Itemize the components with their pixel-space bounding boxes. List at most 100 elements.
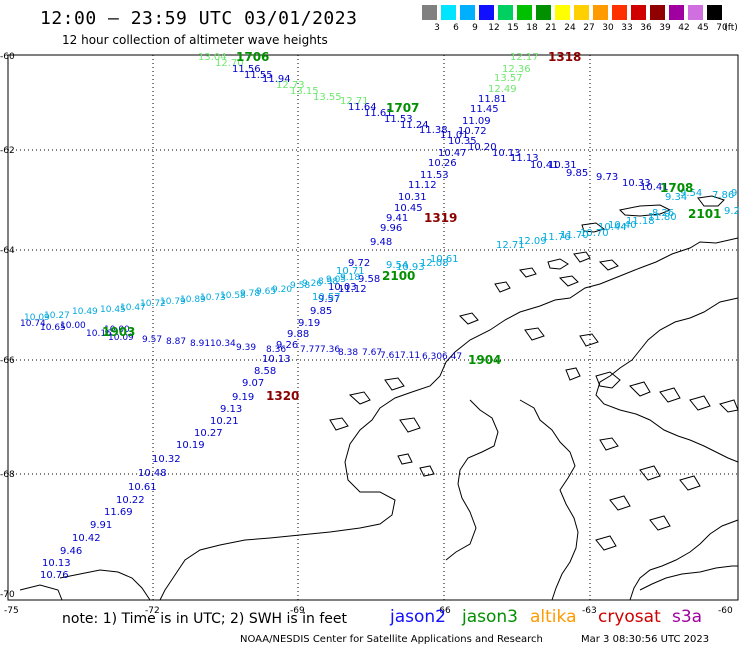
pass-time-label: 1319 [424,211,457,225]
pass-time-label: 1708 [660,181,693,195]
legend-swatch [612,5,627,20]
wave-height-label: 11.64 [348,102,377,113]
legend-swatch [517,5,532,20]
wave-height-label: 9.91 [90,520,112,531]
lat-label: -66 [0,356,15,366]
wave-height-label: 12.71 [340,96,369,107]
legend-label: 3 [434,23,440,33]
wave-height-label: 10.45 [394,203,423,214]
wave-height-label: 10.41 [640,182,669,193]
wave-height-label: 9.05 [326,275,346,285]
legend-swatch [460,5,475,20]
legend-swatch [574,5,589,20]
wave-height-label: 10.20 [468,142,497,153]
legend-swatch [498,5,513,20]
wave-height-label: 9.58 [358,274,380,285]
lat-label: -64 [0,246,15,256]
wave-height-label: 9.65 [256,287,276,297]
legend-swatch [631,5,646,20]
legend-swatch [650,5,665,20]
legend-swatch [422,5,437,20]
wave-height-label: 10.44 [598,222,627,233]
wave-height-label: 7.11 [400,351,420,361]
wave-height-label: 10.49 [72,307,98,317]
wave-height-label: 7.36 [320,345,340,355]
wave-height-label: 10.57 [312,292,341,303]
lon-label: -60 [718,606,733,616]
credit-line: NOAA/NESDIS Center for Satellite Applica… [240,634,543,645]
altimeter-tracks: 13.0412.7012.7313.1513.5512.7111.5611.55… [20,52,740,581]
legend-label: 42 [678,23,690,33]
pass-time-label: 1903 [102,325,135,339]
wave-height-label: 9.88 [287,329,309,340]
wave-height-label: 9.85 [566,168,588,179]
latitude-labels: -60 -62 -64 -66 -68 -70 [0,52,15,600]
wave-height-label: 9.18 [340,273,360,283]
wave-height-label: 11.81 [478,94,507,105]
wave-height-label: 12.73 [276,80,305,91]
legend-swatch [555,5,570,20]
wave-height-label: 10.27 [44,311,70,321]
wave-height-label: 9.57 [318,294,340,305]
pass-time-label: 1318 [548,50,581,64]
wave-height-label: 9.54 [386,260,408,271]
legend-label: 30 [602,23,614,33]
wave-height-label: 12.70 [215,58,244,69]
wave-height-label: 7.67 [362,348,382,358]
wave-height-label: 8.58 [254,366,276,377]
wave-height-label: 8.98 [318,277,338,287]
wave-height-label: 10.61 [430,254,459,265]
wave-height-label: 10.00 [60,321,86,331]
legend-label: 15 [507,23,519,33]
pass-time-label: 1707 [386,101,419,115]
wave-height-label: 10.09 [108,333,134,343]
generation-timestamp: Mar 3 08:30:56 UTC 2023 [581,634,710,645]
wave-height-label: 9.48 [370,237,392,248]
wave-height-label: 13.04 [198,52,227,63]
wave-height-label: 11.76 [542,232,571,243]
wave-height-label: 9.19 [298,318,320,329]
legend-label: 6 [453,23,459,33]
wave-height-label: 9.34 [665,192,687,203]
wave-height-label: 10.76 [40,570,69,581]
wave-height-label: 11.80 [648,212,677,223]
wave-height-label: 11.53 [384,114,413,125]
wave-height-label: 11.45 [470,104,499,115]
wave-height-label: 10.13 [262,354,291,365]
lat-label: -68 [0,470,15,480]
wave-height-label: 9.20 [272,285,292,295]
wave-height-label: 10.32 [152,454,181,465]
wave-height-label: 10.79 [160,297,186,307]
wave-height-label: 10.21 [210,416,239,427]
wave-height-label: 10.73 [200,293,226,303]
legend-swatch [479,5,494,20]
legend-swatch [536,5,551,20]
wave-height-label: 10.89 [180,295,206,305]
wave-height-label: 11.70 [560,230,589,241]
legend-swatch [441,5,456,20]
pass-time-label: 1904 [468,353,501,367]
wave-height-label: 10.74 [20,319,46,329]
lat-label: -70 [0,590,15,600]
lat-label: -60 [0,52,15,62]
wave-height-label: 9.2 [724,206,740,217]
graticule [8,55,738,600]
wave-height-label: 9.19 [232,392,254,403]
wave-height-label: 10.34 [210,339,236,349]
wave-height-label: 9.26 [276,340,298,351]
lon-label: -72 [145,606,160,616]
wave-height-label: 9.78 [240,289,260,299]
satellite-name: jason2 [390,607,446,627]
wave-height-label: 9 [731,188,737,199]
legend-label: 18 [526,23,538,33]
wave-height-label: 12.71 [496,240,525,251]
wave-height-label: 10.31 [548,160,577,171]
wave-height-label: 11.12 [408,180,437,191]
wave-height-label: 10.47 [438,148,467,159]
wave-height-label: 9.72 [348,258,370,269]
wave-height-label: 10.48 [138,468,167,479]
pass-time-label: 1320 [266,389,299,403]
wave-height-label: 10.72 [140,299,166,309]
wave-height-label: 11.69 [104,507,133,518]
wave-height-label: 10.42 [72,533,101,544]
